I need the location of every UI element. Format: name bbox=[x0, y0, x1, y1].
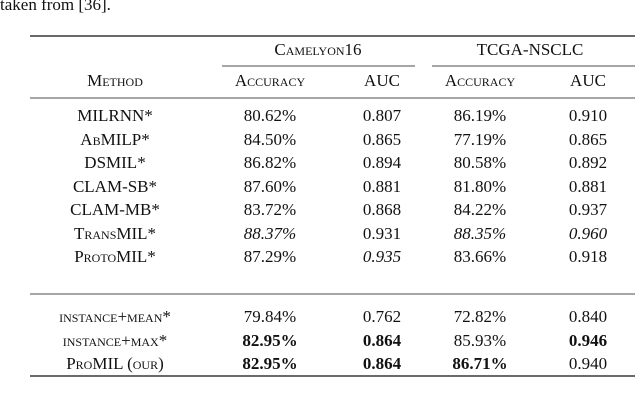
value-cell: 84.22% bbox=[454, 200, 506, 219]
value-cell: 0.865 bbox=[363, 130, 401, 149]
value-cell: 83.72% bbox=[244, 200, 296, 219]
value-cell: 79.84% bbox=[244, 307, 296, 326]
method-cell: DSMIL* bbox=[84, 153, 145, 172]
value-cell: 85.93% bbox=[454, 331, 506, 350]
value-cell: 81.80% bbox=[454, 177, 506, 196]
value-cell: 0.918 bbox=[569, 247, 607, 266]
column-group: TCGA-NSCLC bbox=[477, 40, 584, 59]
method-cell: ProtoMIL* bbox=[74, 247, 156, 266]
value-cell: 0.935 bbox=[363, 247, 401, 266]
value-cell: 77.19% bbox=[454, 130, 506, 149]
value-cell: 0.881 bbox=[569, 177, 607, 196]
value-cell: 87.60% bbox=[244, 177, 296, 196]
column-header: Method bbox=[87, 71, 143, 90]
value-cell: 0.762 bbox=[363, 307, 401, 326]
value-cell: 0.807 bbox=[363, 106, 402, 125]
value-cell: 0.894 bbox=[363, 153, 402, 172]
value-cell: 0.910 bbox=[569, 106, 607, 125]
value-cell: 86.82% bbox=[244, 153, 296, 172]
value-cell: 0.937 bbox=[569, 200, 608, 219]
method-cell: CLAM-SB* bbox=[73, 177, 157, 196]
value-cell: 0.946 bbox=[569, 331, 607, 350]
value-cell: 80.62% bbox=[244, 106, 296, 125]
value-cell: 0.864 bbox=[363, 331, 402, 350]
method-cell: TransMIL* bbox=[74, 224, 156, 243]
value-cell: 82.95% bbox=[242, 331, 297, 350]
column-header: AUC bbox=[570, 71, 606, 90]
value-cell: 88.37% bbox=[244, 224, 296, 243]
column-header: Accuracy bbox=[235, 71, 306, 90]
value-cell: 0.960 bbox=[569, 224, 608, 243]
method-cell: ProMIL (our) bbox=[66, 354, 164, 373]
caption-fragment: taken from [36]. bbox=[0, 0, 111, 14]
value-cell: 0.881 bbox=[363, 177, 401, 196]
method-cell: instance+max* bbox=[63, 331, 167, 350]
value-cell: 0.865 bbox=[569, 130, 607, 149]
method-cell: instance+mean* bbox=[59, 307, 171, 326]
column-header: Accuracy bbox=[445, 71, 516, 90]
value-cell: 82.95% bbox=[242, 354, 297, 373]
value-cell: 86.19% bbox=[454, 106, 506, 125]
value-cell: 80.58% bbox=[454, 153, 506, 172]
value-cell: 88.35% bbox=[454, 224, 506, 243]
method-cell: AbMILP* bbox=[80, 130, 149, 149]
value-cell: 83.66% bbox=[454, 247, 506, 266]
value-cell: 0.931 bbox=[363, 224, 401, 243]
value-cell: 0.840 bbox=[569, 307, 607, 326]
value-cell: 87.29% bbox=[244, 247, 296, 266]
value-cell: 0.864 bbox=[363, 354, 402, 373]
value-cell: 0.892 bbox=[569, 153, 607, 172]
column-group: Camelyon16 bbox=[274, 40, 361, 59]
value-cell: 72.82% bbox=[454, 307, 506, 326]
value-cell: 84.50% bbox=[244, 130, 296, 149]
value-cell: 0.868 bbox=[363, 200, 401, 219]
value-cell: 86.71% bbox=[452, 354, 507, 373]
method-cell: CLAM-MB* bbox=[70, 200, 160, 219]
column-header: AUC bbox=[364, 71, 400, 90]
value-cell: 0.940 bbox=[569, 354, 607, 373]
method-cell: MILRNN* bbox=[77, 106, 153, 125]
